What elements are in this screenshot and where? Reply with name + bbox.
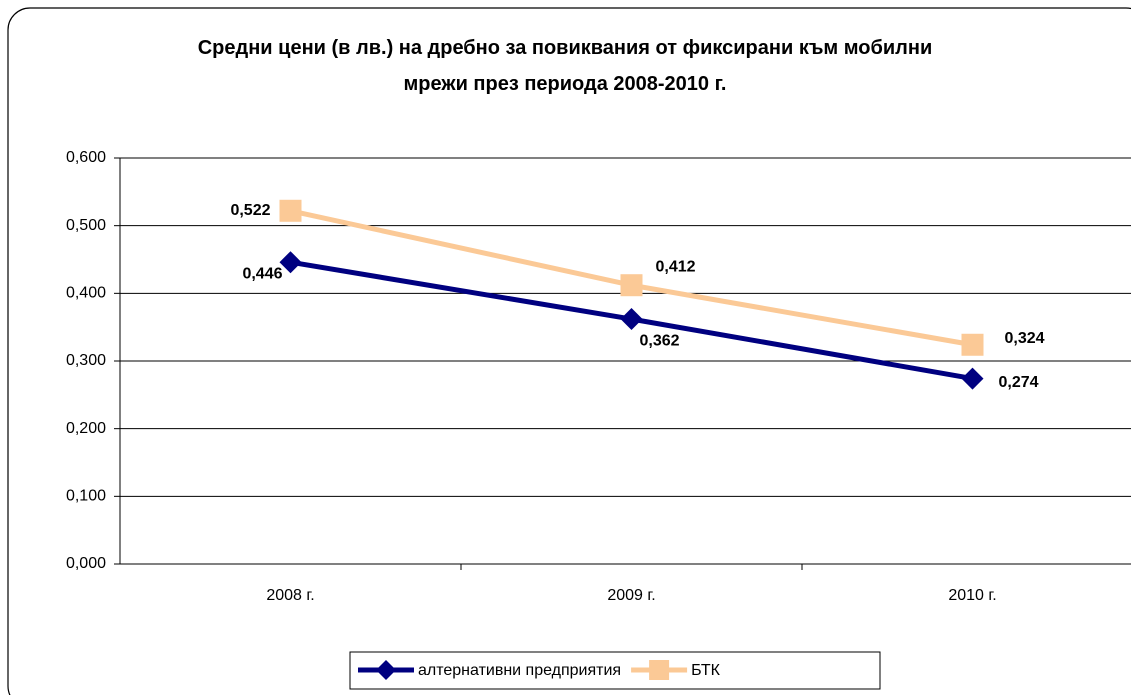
marker <box>620 274 643 297</box>
marker <box>961 367 984 390</box>
chart-title: Средни цени (в лв.) на дребно за повиква… <box>197 37 933 95</box>
x-tick-label: 2008 г. <box>266 587 314 604</box>
legend-label: алтернативни предприятия <box>418 662 621 679</box>
legend-marker <box>649 660 670 680</box>
data-label: 0,412 <box>656 258 696 275</box>
marker <box>961 333 984 356</box>
data-label: 0,274 <box>999 374 1039 391</box>
y-tick-label: 0,000 <box>66 555 106 572</box>
marker <box>279 251 302 274</box>
data-label: 0,362 <box>640 332 680 349</box>
legend-box <box>349 651 881 690</box>
x-tick-label: 2009 г. <box>607 587 655 604</box>
x-tick-label: 2010 г. <box>948 587 996 604</box>
data-label: 0,324 <box>1005 330 1045 347</box>
y-tick-label: 0,300 <box>66 352 106 369</box>
legend-marker <box>376 660 396 680</box>
data-label: 0,522 <box>230 202 270 219</box>
legend-item: алтернативни предприятия <box>358 660 621 680</box>
y-tick-label: 0,400 <box>66 285 106 302</box>
y-tick-label: 0,100 <box>66 488 106 505</box>
y-tick-label: 0,200 <box>66 420 106 437</box>
y-tick-label: 0,600 <box>66 149 106 166</box>
legend-label: БТК <box>691 662 721 679</box>
legend-item: БТК <box>631 660 721 680</box>
marker <box>620 308 643 331</box>
chart-border <box>7 7 1131 695</box>
y-tick-label: 0,500 <box>66 217 106 234</box>
data-label: 0,446 <box>242 265 282 282</box>
marker <box>279 199 302 222</box>
